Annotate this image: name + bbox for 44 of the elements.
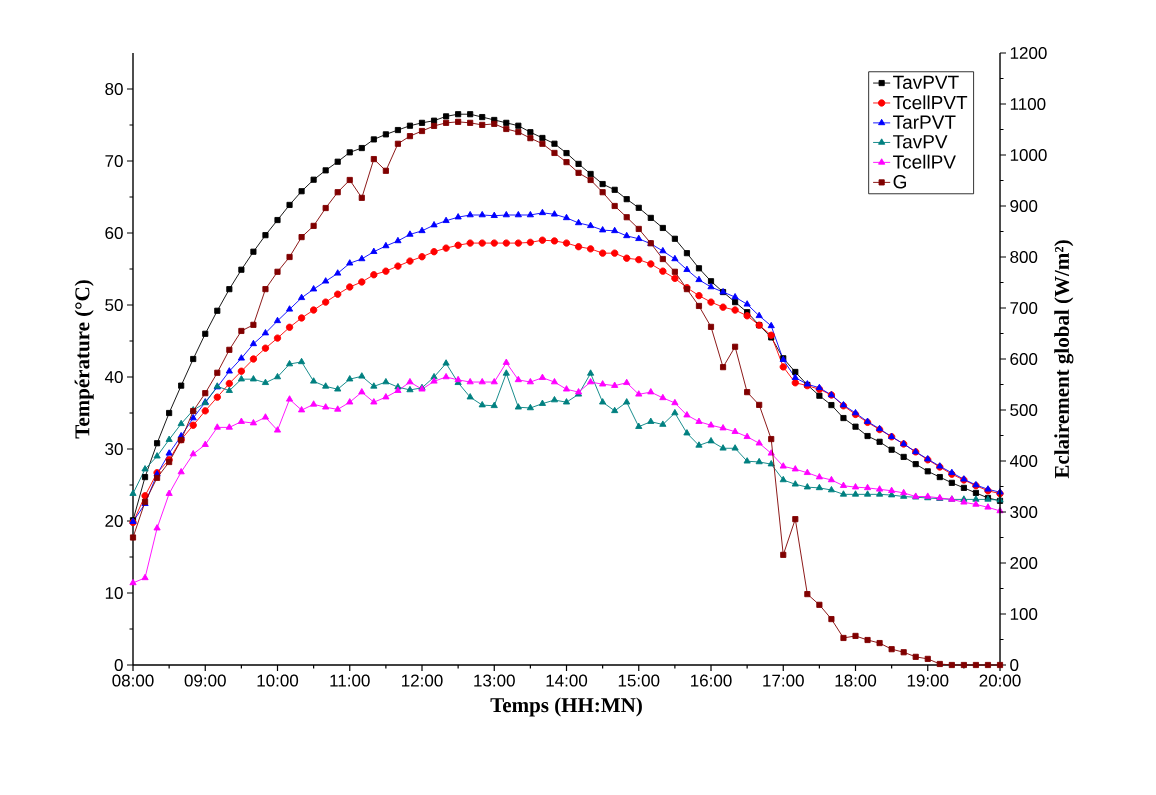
y-tick-label: 0	[114, 658, 123, 672]
legend-label: TcellPV	[893, 154, 956, 169]
y-tick-label: 50	[105, 298, 123, 312]
y2-tick-label: 1100	[1010, 97, 1046, 111]
y-tick-label: 40	[104, 370, 123, 384]
y-tick-label: 10	[105, 586, 123, 600]
legend-label: TavPV	[893, 135, 948, 149]
x-tick-label: 15:00	[618, 674, 660, 687]
y2-tick-label: 100	[1010, 607, 1038, 621]
x-tick-label: 11:00	[330, 674, 370, 687]
y2-axis-title: Eclairement global (W/m²)	[1054, 240, 1074, 479]
y2-tick-label: 200	[1010, 556, 1038, 570]
y2-tick-label: 800	[1010, 250, 1038, 264]
y2-tick-label: 700	[1010, 301, 1038, 315]
y2-tick-label: 400	[1009, 454, 1038, 468]
y-tick-label: 60	[105, 226, 123, 240]
x-tick-label: 09:00	[184, 674, 226, 687]
y2-tick-label: 0	[1010, 658, 1019, 672]
y-tick-label: 30	[105, 442, 123, 456]
x-tick-label: 10:00	[257, 674, 299, 687]
y2-tick-label: 600	[1010, 352, 1038, 366]
legend-label: TarPVT	[893, 115, 956, 129]
x-tick-label: 08:00	[112, 674, 154, 687]
y-axis-title: Température (°C)	[74, 280, 94, 439]
legend-label: TavPVT	[893, 75, 959, 90]
x-tick-label: 20:00	[979, 674, 1021, 687]
y2-tick-label: 500	[1010, 403, 1038, 417]
x-tick-label: 12:00	[402, 674, 443, 687]
x-tick-label: 19:00	[907, 674, 949, 687]
x-tick-label: 14:00	[546, 674, 588, 687]
y2-tick-label: 900	[1010, 199, 1038, 213]
legend-label: G	[893, 175, 906, 189]
y2-tick-label: 1200	[1010, 46, 1047, 60]
x-tick-label: 17:00	[763, 674, 804, 687]
y-tick-label: 20	[105, 514, 123, 528]
x-axis-title: Temps (HH:MN)	[490, 697, 642, 717]
y-tick-label: 80	[105, 82, 123, 96]
y2-tick-label: 300	[1010, 505, 1038, 519]
x-tick-label: 13:00	[474, 674, 515, 687]
y-tick-label: 70	[105, 154, 123, 168]
y2-tick-label: 1000	[1010, 148, 1047, 162]
x-tick-label: 18:00	[835, 674, 877, 687]
legend-label: TcellPVT	[893, 95, 968, 110]
x-tick-label: 16:00	[691, 674, 732, 687]
